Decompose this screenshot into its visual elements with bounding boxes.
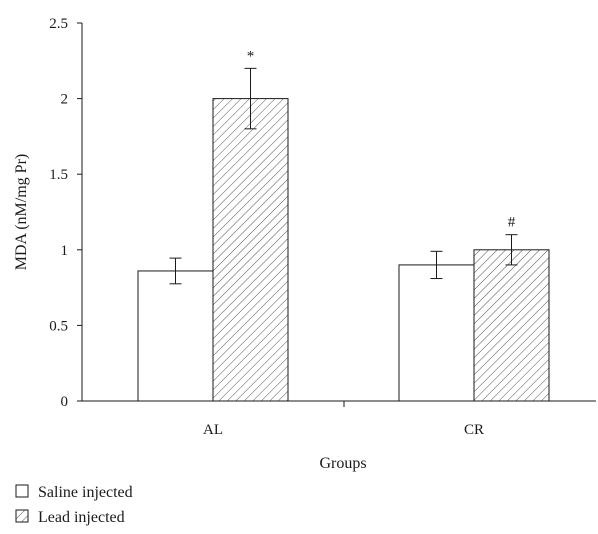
y-tick-label: 2 — [61, 92, 69, 108]
bar-saline-cr — [398, 264, 475, 402]
error-bar-lead-cr — [505, 234, 518, 266]
x-tick-label-cr: CR — [464, 422, 484, 438]
bar-lead-cr — [473, 249, 550, 402]
error-bars — [169, 67, 518, 285]
significance-marker: # — [508, 215, 516, 231]
x-ticks: AL CR — [203, 401, 484, 438]
legend-swatch — [15, 509, 29, 523]
error-bar-saline-al — [169, 257, 182, 285]
y-tick-label: 1.5 — [49, 167, 68, 183]
y-ticks: 0 0.5 1 1.5 2 2.5 — [49, 16, 82, 410]
x-axis-title: Groups — [319, 455, 366, 472]
error-bar-saline-cr — [430, 250, 443, 280]
bar-saline-al — [137, 270, 214, 402]
significance-marker: * — [247, 48, 255, 64]
y-tick-label: 2.5 — [49, 16, 68, 32]
y-axis-title: MDA (nM/mg Pr) — [13, 154, 30, 270]
annotations: *# — [247, 48, 516, 230]
bars — [137, 98, 550, 402]
y-tick-label: 1 — [61, 243, 69, 259]
error-bar-lead-al — [244, 67, 257, 130]
legend-label: Saline injected — [38, 484, 133, 501]
legend-item-saline: Saline injected — [15, 484, 133, 501]
legend-swatch — [15, 484, 29, 498]
y-tick-label: 0.5 — [49, 318, 68, 334]
legend: Saline injected Lead injected — [15, 484, 133, 526]
y-tick-label: 0 — [61, 394, 69, 410]
x-tick-label-al: AL — [203, 422, 223, 438]
bar-lead-al — [212, 98, 289, 402]
legend-label: Lead injected — [38, 509, 125, 526]
legend-item-lead: Lead injected — [15, 509, 125, 526]
